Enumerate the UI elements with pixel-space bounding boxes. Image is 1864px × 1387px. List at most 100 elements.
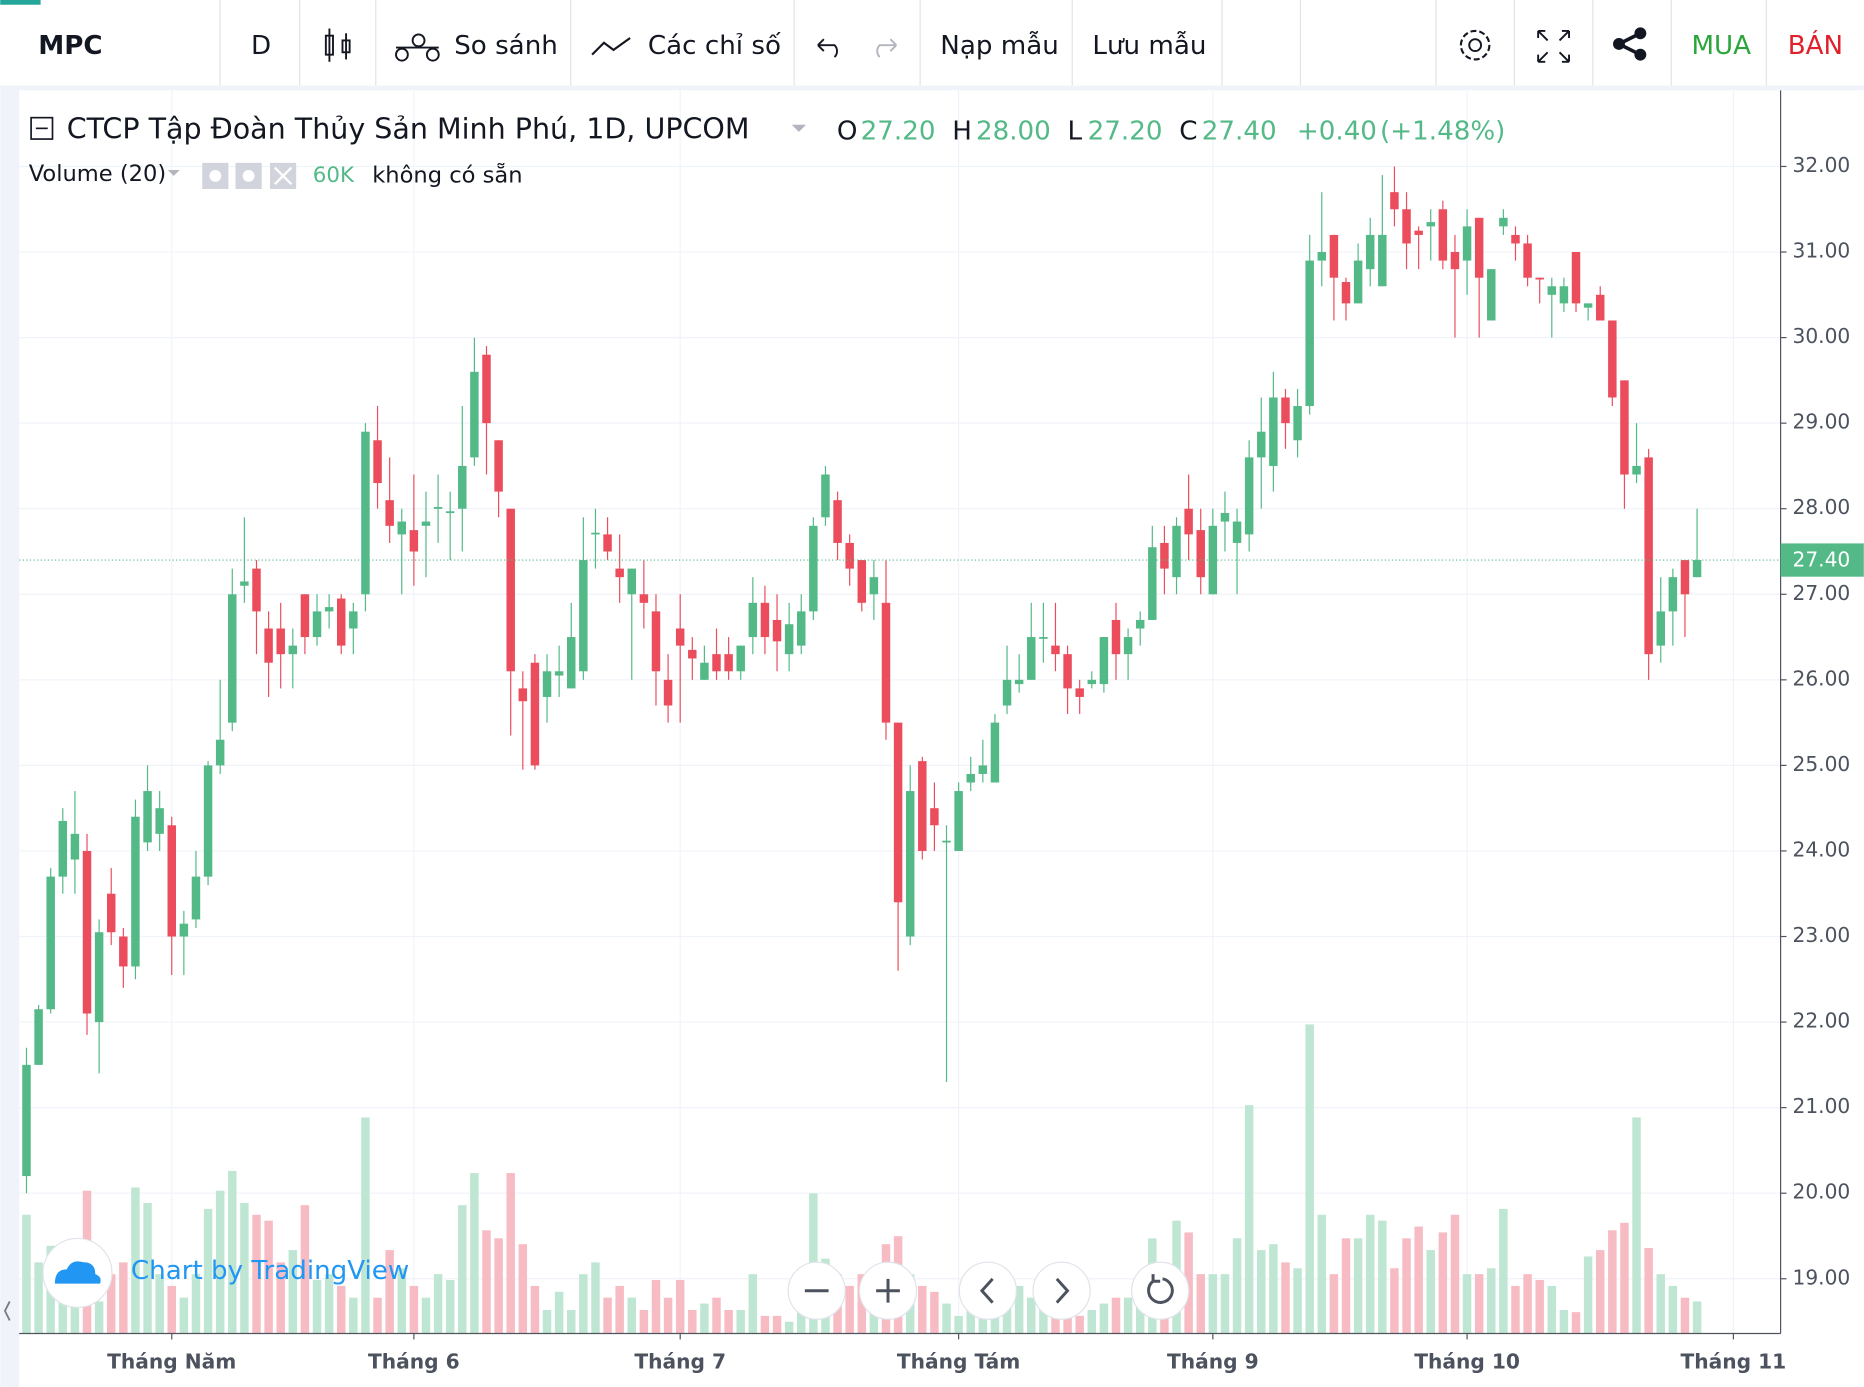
volume-bar xyxy=(1608,1230,1617,1334)
volume-bar xyxy=(336,1285,346,1334)
volume-bar xyxy=(1632,1117,1641,1334)
candle-body xyxy=(397,521,406,535)
sell[interactable]: BÁN xyxy=(1788,29,1843,61)
volume-bar xyxy=(1438,1232,1448,1334)
candle-body xyxy=(336,598,346,646)
indicators-icon[interactable] xyxy=(591,37,631,56)
candle-body xyxy=(833,500,842,543)
volume-bar xyxy=(542,1309,552,1334)
toolbar-separators xyxy=(219,0,1767,86)
volume-bar xyxy=(1244,1105,1254,1334)
volume-bar xyxy=(688,1309,697,1334)
candle-body xyxy=(1220,512,1230,522)
volume-bar xyxy=(1523,1274,1532,1334)
volume-dropdown[interactable] xyxy=(167,169,180,176)
candle-body xyxy=(675,628,685,646)
chart-title: CTCP Tập Đoàn Thủy Sản Minh Phú, 1D, UPC… xyxy=(67,113,750,146)
volume-bar xyxy=(409,1285,419,1334)
candle-body xyxy=(990,722,1000,783)
load-template[interactable]: Nạp mẫu xyxy=(940,30,1058,61)
candle-body xyxy=(94,932,104,1023)
indicators[interactable]: Các chỉ số xyxy=(648,31,781,61)
collapse-icon[interactable] xyxy=(30,116,54,140)
candle-body xyxy=(954,791,963,851)
candle-body xyxy=(1123,637,1133,655)
eye-glyph xyxy=(209,169,222,182)
candle-body xyxy=(106,893,116,933)
compare-icon[interactable] xyxy=(395,33,440,62)
volume-bar xyxy=(1620,1222,1629,1334)
candle-body xyxy=(1535,277,1544,280)
candle-body xyxy=(264,628,273,663)
fullscreen-icon[interactable] xyxy=(1537,29,1570,63)
legend-key: H xyxy=(952,116,972,146)
buy[interactable]: MUA xyxy=(1691,31,1751,61)
candle-body xyxy=(1148,547,1157,620)
candle-body xyxy=(712,654,721,672)
y-tick-label: 30.00 xyxy=(1792,324,1850,348)
volume-bar xyxy=(772,1315,782,1334)
y-tick-label: 29.00 xyxy=(1792,410,1850,434)
reset[interactable] xyxy=(1131,1261,1190,1320)
volume-bar xyxy=(591,1262,600,1334)
volume-bar xyxy=(797,1309,806,1334)
candle-body xyxy=(470,371,479,458)
x-tick-label: Tháng 7 xyxy=(634,1350,726,1374)
interval[interactable]: D xyxy=(251,31,271,61)
candle-body xyxy=(1305,260,1314,407)
y-tick-label: 32.00 xyxy=(1792,153,1850,177)
y-tick-label: 21.00 xyxy=(1792,1094,1850,1118)
undo[interactable] xyxy=(817,38,838,58)
title-dropdown[interactable] xyxy=(791,124,807,132)
compare[interactable]: So sánh xyxy=(454,31,558,61)
volume-bar xyxy=(1353,1238,1363,1334)
candle-body xyxy=(1438,209,1448,261)
x-glyph xyxy=(273,166,293,186)
x-tick-label: Tháng 11 xyxy=(1681,1350,1787,1374)
volume-bar xyxy=(1099,1303,1109,1334)
symbol[interactable]: MPC xyxy=(38,31,102,61)
volume-bar xyxy=(1511,1285,1520,1334)
candle-body xyxy=(361,431,370,595)
volume-bar xyxy=(240,1203,249,1334)
redo[interactable] xyxy=(876,38,898,58)
volume-bar xyxy=(312,1280,322,1334)
volume-bar xyxy=(918,1285,927,1334)
candle-body xyxy=(1353,260,1363,304)
save-template[interactable]: Lưu mẫu xyxy=(1092,30,1206,61)
candle-body xyxy=(373,440,382,484)
watermark[interactable]: Chart by TradingView xyxy=(131,1256,409,1286)
collapse-left[interactable] xyxy=(3,1301,11,1321)
volume-bar xyxy=(385,1250,394,1334)
candle-body xyxy=(1583,303,1593,308)
volume-bar xyxy=(506,1173,515,1334)
volume-bar xyxy=(784,1321,794,1334)
candle-body xyxy=(663,679,673,706)
volume-bar xyxy=(675,1280,685,1334)
candle-body xyxy=(203,765,213,877)
volume-bar xyxy=(1014,1285,1024,1334)
scroll-right[interactable] xyxy=(1032,1261,1091,1320)
volume-bar xyxy=(1487,1268,1496,1334)
candle-icon[interactable] xyxy=(324,28,351,62)
candle-body xyxy=(1511,234,1520,244)
legend-key: L xyxy=(1067,116,1082,146)
candle-body xyxy=(1378,234,1387,287)
volume-bar xyxy=(1402,1238,1411,1334)
candle-body xyxy=(300,594,310,638)
candles xyxy=(19,166,1781,1194)
candle-body xyxy=(1027,637,1036,680)
settings-icon[interactable] xyxy=(1459,29,1491,61)
candle-body xyxy=(603,534,612,552)
x-tick-label: Tháng 10 xyxy=(1414,1350,1520,1374)
volume-bar xyxy=(1123,1297,1133,1334)
candle-body xyxy=(58,821,68,877)
share-icon[interactable] xyxy=(1613,27,1647,61)
candle-body xyxy=(46,876,55,1010)
candle-body xyxy=(1644,457,1653,655)
volume-bar xyxy=(1075,1315,1084,1334)
scroll-left[interactable] xyxy=(958,1261,1017,1320)
volume-bar xyxy=(94,1301,104,1334)
volume-bar xyxy=(1378,1220,1387,1334)
volume-bar xyxy=(1474,1274,1484,1334)
